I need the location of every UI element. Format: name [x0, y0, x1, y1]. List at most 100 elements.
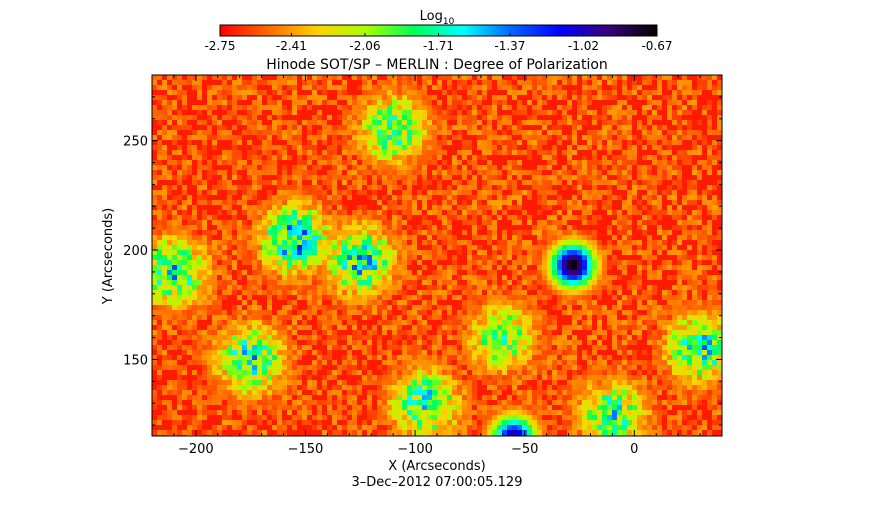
heatmap-cell: [177, 195, 182, 200]
heatmap-cell: [272, 315, 277, 320]
heatmap-cell: [437, 215, 442, 220]
heatmap-cell: [232, 110, 237, 115]
heatmap-cell: [337, 260, 342, 265]
heatmap-cell: [592, 245, 597, 250]
heatmap-cell: [182, 225, 187, 230]
heatmap-cell: [272, 355, 277, 360]
heatmap-cell: [167, 265, 172, 270]
heatmap-cell: [387, 230, 392, 235]
heatmap-cell: [542, 120, 547, 125]
heatmap-cell: [187, 165, 192, 170]
heatmap-cell: [197, 225, 202, 230]
heatmap-cell: [412, 315, 417, 320]
heatmap-cell: [527, 195, 532, 200]
heatmap-cell: [242, 315, 247, 320]
heatmap-cell: [262, 150, 267, 155]
heatmap-cell: [442, 230, 447, 235]
heatmap-cell: [677, 285, 682, 290]
heatmap-cell: [172, 255, 177, 260]
heatmap-cell: [287, 140, 292, 145]
heatmap-cell: [507, 80, 512, 85]
heatmap-cell: [342, 95, 347, 100]
heatmap-cell: [307, 220, 312, 225]
heatmap-cell: [242, 220, 247, 225]
heatmap-cell: [362, 225, 367, 230]
heatmap-cell: [187, 300, 192, 305]
heatmap-cell: [387, 85, 392, 90]
heatmap-cell: [407, 200, 412, 205]
heatmap-cell: [632, 155, 637, 160]
heatmap-cell: [477, 100, 482, 105]
heatmap-cell: [212, 140, 217, 145]
heatmap-cell: [302, 145, 307, 150]
heatmap-cell: [457, 250, 462, 255]
heatmap-cell: [262, 250, 267, 255]
heatmap-cell: [327, 340, 332, 345]
heatmap-cell: [552, 130, 557, 135]
heatmap-cell: [427, 280, 432, 285]
heatmap-cell: [337, 325, 342, 330]
heatmap-cell: [232, 260, 237, 265]
heatmap-cell: [217, 75, 222, 80]
heatmap-cell: [227, 200, 232, 205]
heatmap-cell: [597, 320, 602, 325]
heatmap-cell: [422, 145, 427, 150]
heatmap-cell: [602, 200, 607, 205]
heatmap-cell: [332, 335, 337, 340]
heatmap-cell: [322, 270, 327, 275]
heatmap-cell: [292, 135, 297, 140]
heatmap-cell: [592, 290, 597, 295]
heatmap-cell: [157, 115, 162, 120]
heatmap-cell: [412, 305, 417, 310]
heatmap-cell: [217, 330, 222, 335]
heatmap-cell: [482, 205, 487, 210]
heatmap-cell: [537, 135, 542, 140]
heatmap-cell: [382, 85, 387, 90]
heatmap-cell: [412, 275, 417, 280]
heatmap-cell: [542, 165, 547, 170]
heatmap-cell: [347, 225, 352, 230]
heatmap-cell: [167, 285, 172, 290]
heatmap-cell: [462, 205, 467, 210]
heatmap-cell: [367, 335, 372, 340]
heatmap-cell: [417, 105, 422, 110]
heatmap-cell: [162, 185, 167, 190]
heatmap-cell: [652, 180, 657, 185]
heatmap-cell: [707, 240, 712, 245]
heatmap-cell: [242, 85, 247, 90]
heatmap-cell: [607, 325, 612, 330]
heatmap-cell: [347, 135, 352, 140]
heatmap-cell: [417, 250, 422, 255]
heatmap-cell: [612, 140, 617, 145]
heatmap-cell: [617, 265, 622, 270]
heatmap-cell: [302, 240, 307, 245]
heatmap-cell: [562, 275, 567, 280]
heatmap-cell: [492, 320, 497, 325]
heatmap-cell: [492, 305, 497, 310]
heatmap-cell: [167, 315, 172, 320]
heatmap-cell: [542, 335, 547, 340]
heatmap-cell: [362, 155, 367, 160]
heatmap-cell: [262, 260, 267, 265]
heatmap-cell: [157, 270, 162, 275]
heatmap-cell: [237, 360, 242, 365]
heatmap-cell: [242, 355, 247, 360]
heatmap-cell: [612, 210, 617, 215]
heatmap-cell: [192, 145, 197, 150]
heatmap-cell: [677, 150, 682, 155]
heatmap-cell: [702, 335, 707, 340]
heatmap-cell: [292, 270, 297, 275]
heatmap-cell: [397, 215, 402, 220]
heatmap-cell: [497, 325, 502, 330]
heatmap-cell: [452, 240, 457, 245]
heatmap-cell: [567, 230, 572, 235]
heatmap-cell: [177, 135, 182, 140]
heatmap-cell: [392, 245, 397, 250]
heatmap-cell: [257, 305, 262, 310]
heatmap-cell: [537, 240, 542, 245]
heatmap-cell: [492, 245, 497, 250]
heatmap-cell: [357, 205, 362, 210]
heatmap-cell: [412, 115, 417, 120]
heatmap-cell: [547, 265, 552, 270]
heatmap-cell: [507, 330, 512, 335]
